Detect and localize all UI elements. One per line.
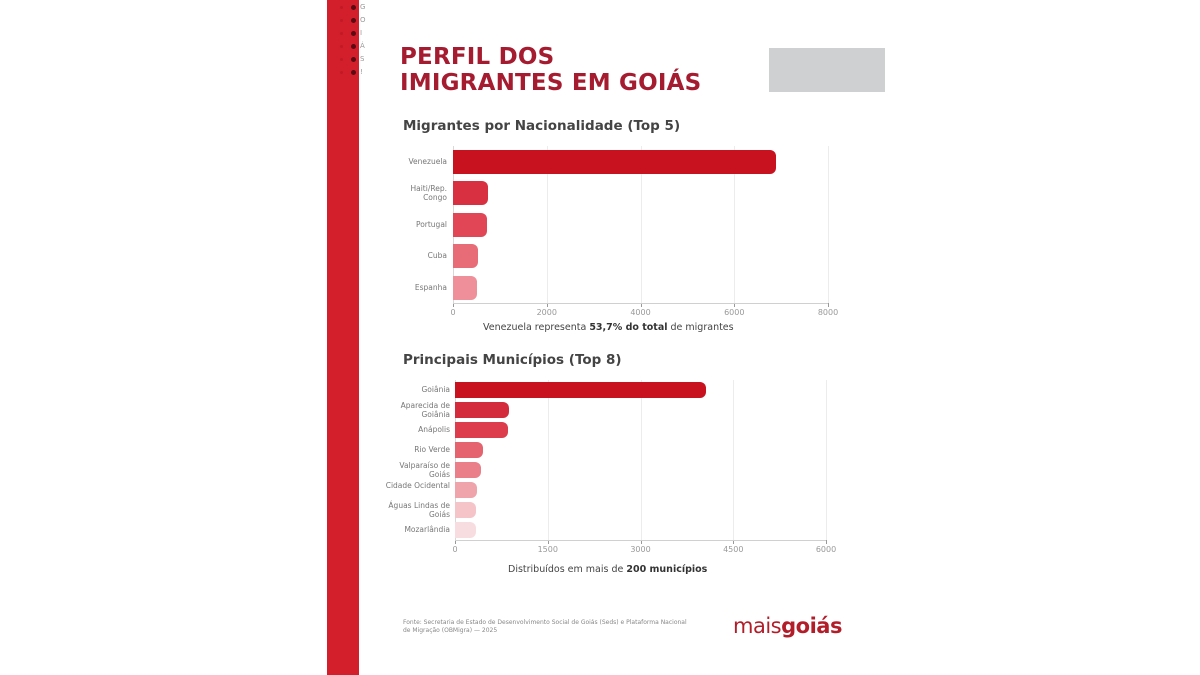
chart2-annotation: Distribuídos em mais de 200 municípios — [508, 564, 708, 575]
dot-icon — [351, 70, 356, 75]
dot-glyph: ! — [360, 68, 363, 76]
category-label: Águas Lindas de Goiás — [388, 501, 450, 519]
dot-icon — [351, 57, 356, 62]
dot-icon — [351, 5, 356, 10]
dot-glyph: S — [360, 55, 365, 63]
x-axis — [453, 303, 828, 304]
axis-tick-label: 8000 — [817, 308, 839, 317]
dot-glyph: Á — [360, 42, 365, 50]
title-line-1: PERFIL DOS — [400, 44, 555, 70]
category-label: Anápolis — [418, 425, 450, 434]
chart2-title: Principais Municípios (Top 8) — [403, 352, 622, 368]
category-label: Valparaíso de Goiás — [399, 461, 450, 479]
category-label: Haiti/Rep. Congo — [410, 184, 447, 203]
dot-icon — [340, 19, 343, 22]
dot-icon — [340, 58, 343, 61]
category-label: Espanha — [414, 282, 447, 292]
dot-row: ! — [338, 67, 368, 80]
dot-row: G — [338, 2, 368, 15]
chart1-annotation: Venezuela representa 53,7% do total de m… — [483, 322, 734, 333]
bar[interactable] — [455, 522, 477, 538]
axis-tick-label: 2000 — [536, 308, 557, 317]
gridline — [546, 146, 548, 303]
axis-tick — [546, 303, 548, 307]
axis-tick-label: 0 — [450, 308, 456, 317]
axis-tick-label: 6000 — [815, 545, 837, 554]
axis-tick — [733, 540, 735, 544]
bar[interactable] — [455, 422, 509, 438]
bar[interactable] — [453, 275, 477, 300]
axis-tick — [547, 540, 549, 544]
gridline — [733, 380, 735, 540]
category-label: Cidade Ocidental — [385, 481, 450, 490]
category-label: Rio Verde — [414, 445, 450, 454]
bar[interactable] — [453, 244, 478, 269]
dot-icon — [340, 71, 343, 74]
bar[interactable] — [455, 402, 509, 418]
gridline — [828, 146, 829, 303]
bar[interactable] — [455, 382, 707, 398]
gridline — [640, 380, 642, 540]
bar[interactable] — [455, 502, 477, 518]
dot-row: Á — [338, 41, 368, 54]
axis-tick-label: 4500 — [723, 545, 744, 554]
x-axis — [455, 540, 826, 541]
gridline — [734, 146, 736, 303]
left-red-stripe — [327, 0, 359, 675]
axis-tick — [455, 540, 456, 544]
dot-icon — [351, 44, 356, 49]
axis-tick-label: 6000 — [724, 308, 745, 317]
category-label: Cuba — [427, 251, 447, 261]
axis-tick-label: 3000 — [630, 545, 651, 554]
axis-tick — [640, 540, 642, 544]
axis-tick — [734, 303, 736, 307]
dot-row: S — [338, 54, 368, 67]
category-label: Portugal — [415, 219, 447, 229]
axis-tick — [828, 303, 829, 307]
bar[interactable] — [453, 181, 489, 206]
bar[interactable] — [453, 212, 487, 237]
bar[interactable] — [453, 149, 776, 174]
dot-glyph: O — [360, 16, 366, 24]
axis-tick-label: 1500 — [537, 545, 558, 554]
chart1-title: Migrantes por Nacionalidade (Top 5) — [403, 118, 681, 134]
axis-tick-label: 0 — [452, 545, 458, 554]
bar[interactable] — [455, 442, 483, 458]
category-label: Aparecida de Goiânia — [400, 401, 450, 419]
category-label: Venezuela — [408, 156, 447, 166]
bar[interactable] — [455, 482, 477, 498]
placeholder-box — [769, 48, 885, 92]
dot-icon — [351, 31, 356, 36]
page-title: PERFIL DOS IMIGRANTES EM GOIÁS — [400, 44, 701, 96]
axis-tick-label: 4000 — [630, 308, 651, 317]
dot-row: I — [338, 28, 368, 41]
dot-glyph: I — [360, 29, 363, 37]
maisgoias-logo: maisgoiás — [733, 614, 842, 638]
axis-tick — [826, 540, 827, 544]
decorative-dots: G O I Á S! — [338, 2, 368, 80]
infographic-page — [327, 0, 887, 675]
category-label: Mozarlândia — [404, 525, 450, 534]
dot-icon — [351, 18, 356, 23]
title-line-2: IMIGRANTES EM GOIÁS — [400, 70, 702, 96]
gridline — [640, 146, 642, 303]
gridline — [826, 380, 827, 540]
y-axis — [455, 380, 456, 540]
dot-row: O — [338, 15, 368, 28]
dot-icon — [340, 32, 343, 35]
dot-glyph: G — [360, 3, 366, 11]
gridline — [547, 380, 549, 540]
axis-tick — [640, 303, 642, 307]
dot-icon — [340, 45, 343, 48]
bar[interactable] — [455, 462, 481, 478]
axis-tick — [453, 303, 454, 307]
source-note: Fonte: Secretaria de Estado de Desenvolv… — [403, 619, 687, 634]
dot-icon — [340, 6, 343, 9]
category-label: Goiânia — [421, 385, 450, 394]
